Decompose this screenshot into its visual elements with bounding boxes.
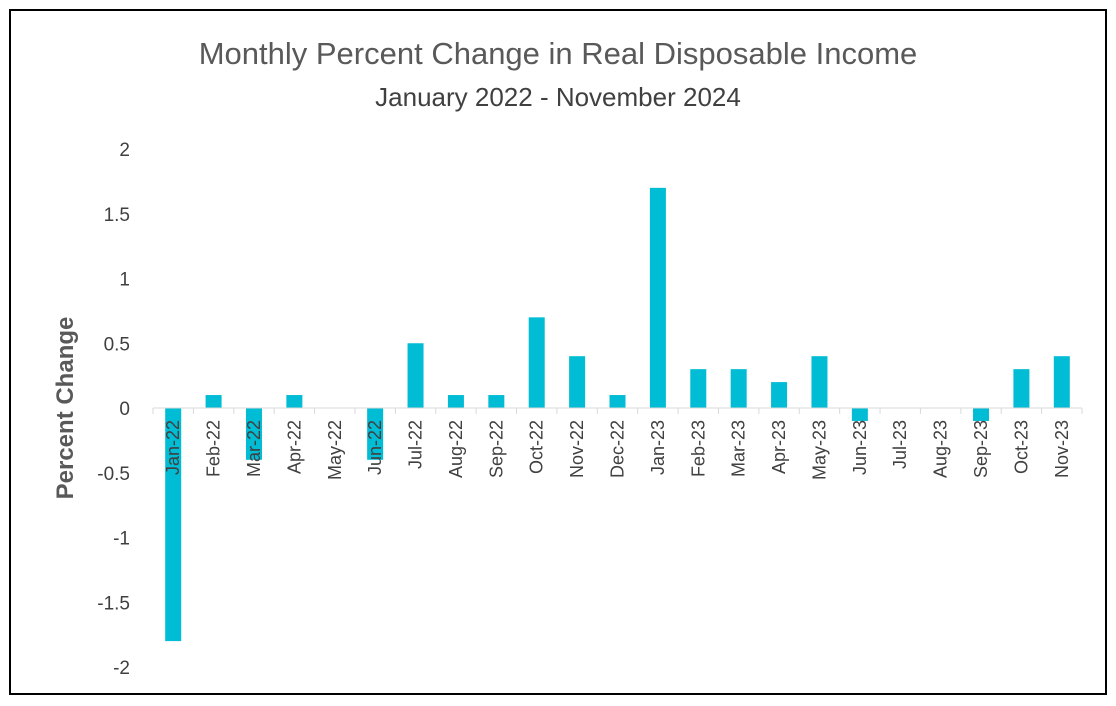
y-tick-label: -0.5 [97, 464, 130, 485]
bar-oct-23 [1013, 369, 1030, 408]
x-category-label: Feb-23 [688, 420, 708, 477]
bar-nov-23 [1053, 356, 1070, 408]
x-category-label: Feb-22 [204, 420, 224, 477]
x-category-label: Aug-23 [931, 420, 951, 478]
bar-dec-22 [609, 395, 626, 408]
y-tick-label: -1.5 [97, 593, 130, 614]
y-tick-label: 0.5 [104, 334, 130, 355]
bar-jul-22 [407, 343, 424, 408]
x-category-label: Dec-22 [608, 420, 628, 478]
x-category-label: Sep-23 [971, 420, 991, 478]
x-category-label: Jun-22 [365, 420, 385, 475]
bar-may-23 [811, 356, 828, 408]
y-tick-label: -1 [113, 529, 130, 550]
x-category-label: Sep-22 [486, 420, 506, 478]
x-category-label: Apr-22 [284, 420, 304, 474]
chart-frame [9, 9, 1107, 695]
bar-sep-23 [973, 408, 990, 421]
x-category-label: Jul-23 [890, 420, 910, 469]
x-category-label: Jul-22 [406, 420, 426, 469]
x-category-label: Jan-22 [163, 420, 183, 475]
bar-oct-22 [528, 317, 545, 408]
y-tick-label: 0 [119, 399, 130, 420]
bar-feb-22 [205, 395, 222, 408]
x-category-label: Oct-23 [1011, 420, 1031, 474]
chart-title: Monthly Percent Change in Real Disposabl… [198, 36, 918, 71]
y-tick-label: 2 [119, 140, 130, 161]
chart-subtitle: January 2022 - November 2024 [375, 82, 741, 112]
bar-apr-23 [771, 382, 788, 408]
bar-nov-22 [569, 356, 586, 408]
bar-sep-22 [488, 395, 505, 408]
bar-jan-23 [649, 187, 666, 408]
x-category-label: Jan-23 [648, 420, 668, 475]
x-category-label: Mar-23 [729, 420, 749, 477]
y-tick-label: -2 [113, 658, 130, 679]
x-category-label: Mar-22 [244, 420, 264, 477]
bar-feb-23 [690, 369, 707, 408]
bar-jan-22 [165, 408, 182, 642]
x-category-label: May-23 [809, 420, 829, 480]
y-tick-label: 1.5 [104, 205, 130, 226]
x-category-label: Oct-22 [527, 420, 547, 474]
x-category-label: May-22 [325, 420, 345, 480]
x-category-label: Jun-23 [850, 420, 870, 475]
y-tick-label: 1 [119, 270, 130, 291]
bar-apr-22 [286, 395, 303, 408]
bar-mar-23 [730, 369, 747, 408]
bar-mar-22 [245, 408, 262, 460]
bar-jun-22 [367, 408, 384, 460]
bars-group [165, 187, 1070, 642]
y-ticks-group: 2 1.5 1 0.5 0 -0.5 -1 -1.5 -2 [97, 140, 130, 679]
x-labels-group: Jan-22 Feb-22 Mar-22 Apr-22 May-22 Jun-22 Jul-… [163, 420, 1072, 480]
x-axis-group [152, 407, 1083, 414]
x-category-label: Aug-22 [446, 420, 466, 478]
bar-jun-23 [851, 408, 868, 421]
bar-aug-22 [447, 395, 464, 408]
x-category-label: Nov-22 [567, 420, 587, 478]
x-category-label: Nov-23 [1052, 420, 1072, 478]
x-category-label: Apr-23 [769, 420, 789, 474]
